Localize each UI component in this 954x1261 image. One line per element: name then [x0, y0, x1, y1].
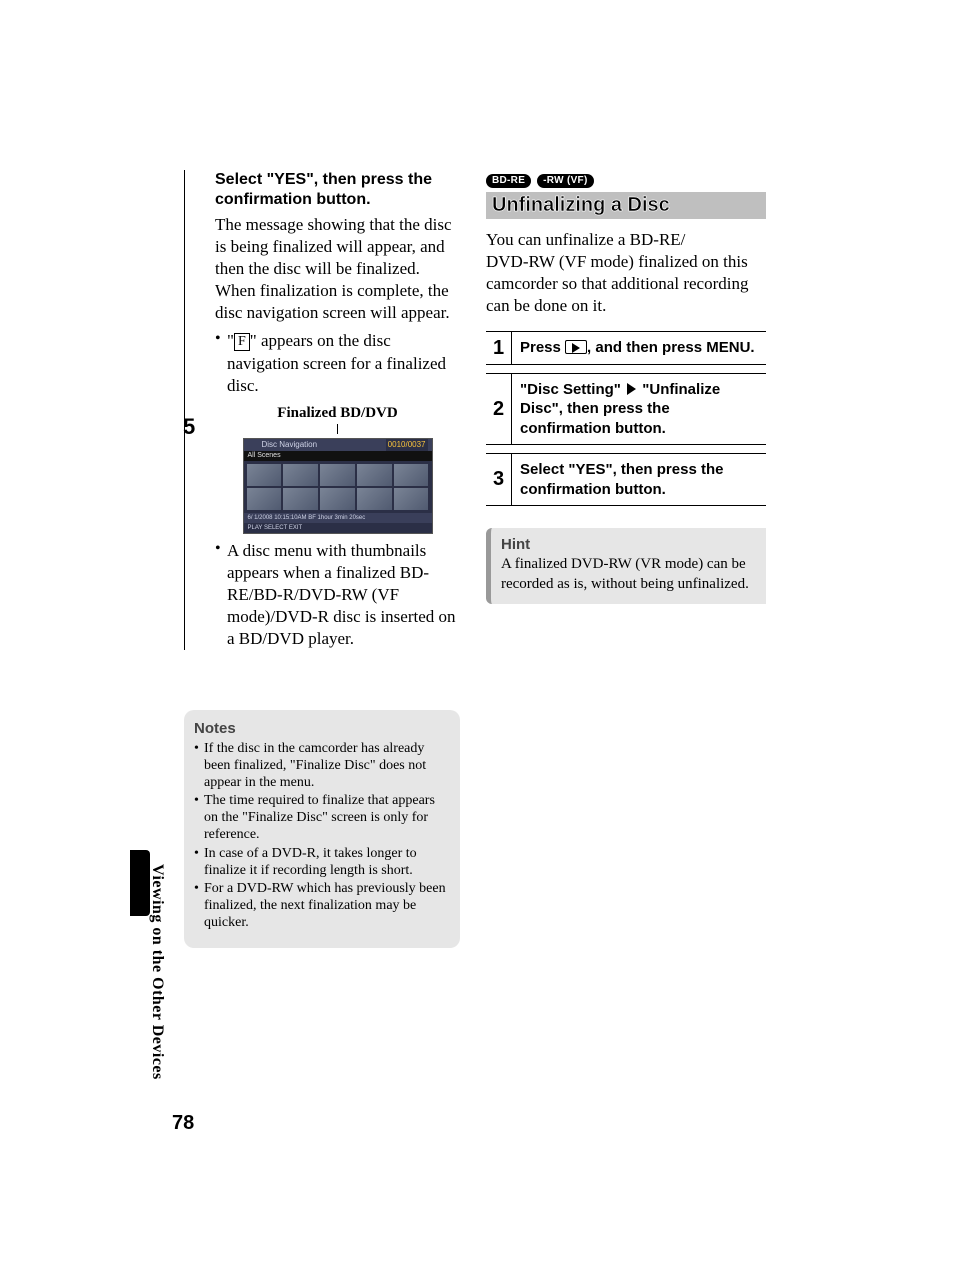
bullet-dot: • — [215, 540, 227, 650]
step-index: 1 — [486, 332, 512, 364]
notes-item-text: For a DVD-RW which has previously been f… — [204, 881, 450, 931]
f-icon: F — [234, 333, 250, 351]
step1-post: MENU. — [706, 339, 754, 356]
badge-rw-vf: -RW (VF) — [537, 174, 593, 188]
figure-caption-text: Finalized BD/DVD — [277, 405, 397, 421]
step-body: The message showing that the disc is bei… — [215, 214, 460, 324]
disc-nav-screenshot: Disc Navigation 0010/0037 All Scenes 6/ … — [243, 438, 433, 534]
section-heading-bar: Unfinalizing a Disc — [486, 192, 766, 219]
bullet1-pre: " — [227, 331, 234, 350]
step2-a: "Disc Setting" — [520, 381, 621, 398]
disc-type-badges: BD-RE -RW (VF) — [486, 170, 766, 188]
step-text: Select "YES", then press the confirmatio… — [512, 454, 766, 505]
notes-item: •For a DVD-RW which has previously been … — [194, 881, 450, 931]
step-text: "Disc Setting" "Unfinalize Disc", then p… — [512, 374, 766, 445]
notes-heading: Notes — [194, 720, 450, 737]
step1-pre: Press — [520, 339, 565, 356]
bullet-f-glyph: • "F" appears on the disc navigation scr… — [215, 330, 460, 396]
notes-item: •In case of a DVD-R, it takes longer to … — [194, 846, 450, 880]
numbered-step-3: 3 Select "YES", then press the confirmat… — [486, 453, 766, 506]
step-lead: Select "YES", then press the confirmatio… — [215, 170, 460, 210]
nav-title: Disc Navigation — [262, 440, 318, 449]
bullet-text: "F" appears on the disc navigation scree… — [227, 330, 460, 396]
figure-caption: Finalized BD/DVD — [215, 405, 460, 434]
numbered-step-1: 1 Press , and then press MENU. — [486, 331, 766, 365]
notes-box: Notes •If the disc in the camcorder has … — [184, 710, 460, 948]
section-side-label: Viewing on the Other Devices — [148, 864, 166, 1080]
step1-mid: , and then press — [587, 339, 706, 356]
play-icon — [565, 340, 587, 354]
notes-item-text: In case of a DVD-R, it takes longer to f… — [204, 846, 450, 880]
nav-titlebar: Disc Navigation 0010/0037 — [244, 439, 432, 451]
bullet1-post: " appears on the disc navigation screen … — [227, 331, 446, 394]
section-intro: You can unfinalize a BD-RE/ DVD-RW (VF m… — [486, 229, 766, 317]
step-text: Press , and then press MENU. — [512, 332, 766, 364]
right-column: BD-RE -RW (VF) Unfinalizing a Disc You c… — [486, 170, 766, 604]
nav-thumbnails — [244, 461, 432, 513]
caption-tick — [337, 424, 338, 434]
numbered-step-2: 2 "Disc Setting" "Unfinalize Disc", then… — [486, 373, 766, 446]
bullet-dot: • — [215, 330, 227, 396]
section-heading: Unfinalizing a Disc — [492, 194, 670, 217]
hint-heading: Hint — [501, 536, 756, 553]
step-index: 2 — [486, 374, 512, 445]
step-number: 5 — [183, 414, 195, 440]
page-number: 78 — [172, 1112, 194, 1135]
left-column: Select "YES", then press the confirmatio… — [184, 170, 460, 650]
manual-page: Select "YES", then press the confirmatio… — [0, 0, 954, 1261]
step-5-block: Select "YES", then press the confirmatio… — [184, 170, 460, 650]
step-index: 3 — [486, 454, 512, 505]
notes-item-text: If the disc in the camcorder has already… — [204, 741, 450, 791]
hint-box: Hint A finalized DVD-RW (VR mode) can be… — [486, 528, 766, 604]
notes-item: •If the disc in the camcorder has alread… — [194, 741, 450, 791]
chapter-tab — [130, 850, 150, 916]
triangle-icon — [627, 383, 636, 395]
nav-footer-1: 6/ 1/2008 10:15:10AM BF 1hour 3min 20sec — [244, 513, 432, 523]
notes-item-text: The time required to finalize that appea… — [204, 793, 450, 843]
nav-count: 0010/0037 — [386, 439, 428, 451]
hint-body: A finalized DVD-RW (VR mode) can be reco… — [501, 555, 756, 594]
notes-item: •The time required to finalize that appe… — [194, 793, 450, 843]
notes-list: •If the disc in the camcorder has alread… — [194, 741, 450, 932]
bullet-disc-menu: • A disc menu with thumbnails appears wh… — [215, 540, 460, 650]
bullet2-text: A disc menu with thumbnails appears when… — [227, 540, 460, 650]
nav-footer-2: PLAY SELECT EXIT — [244, 523, 432, 533]
badge-bd-re: BD-RE — [486, 174, 531, 188]
nav-scenes: All Scenes — [244, 451, 432, 461]
